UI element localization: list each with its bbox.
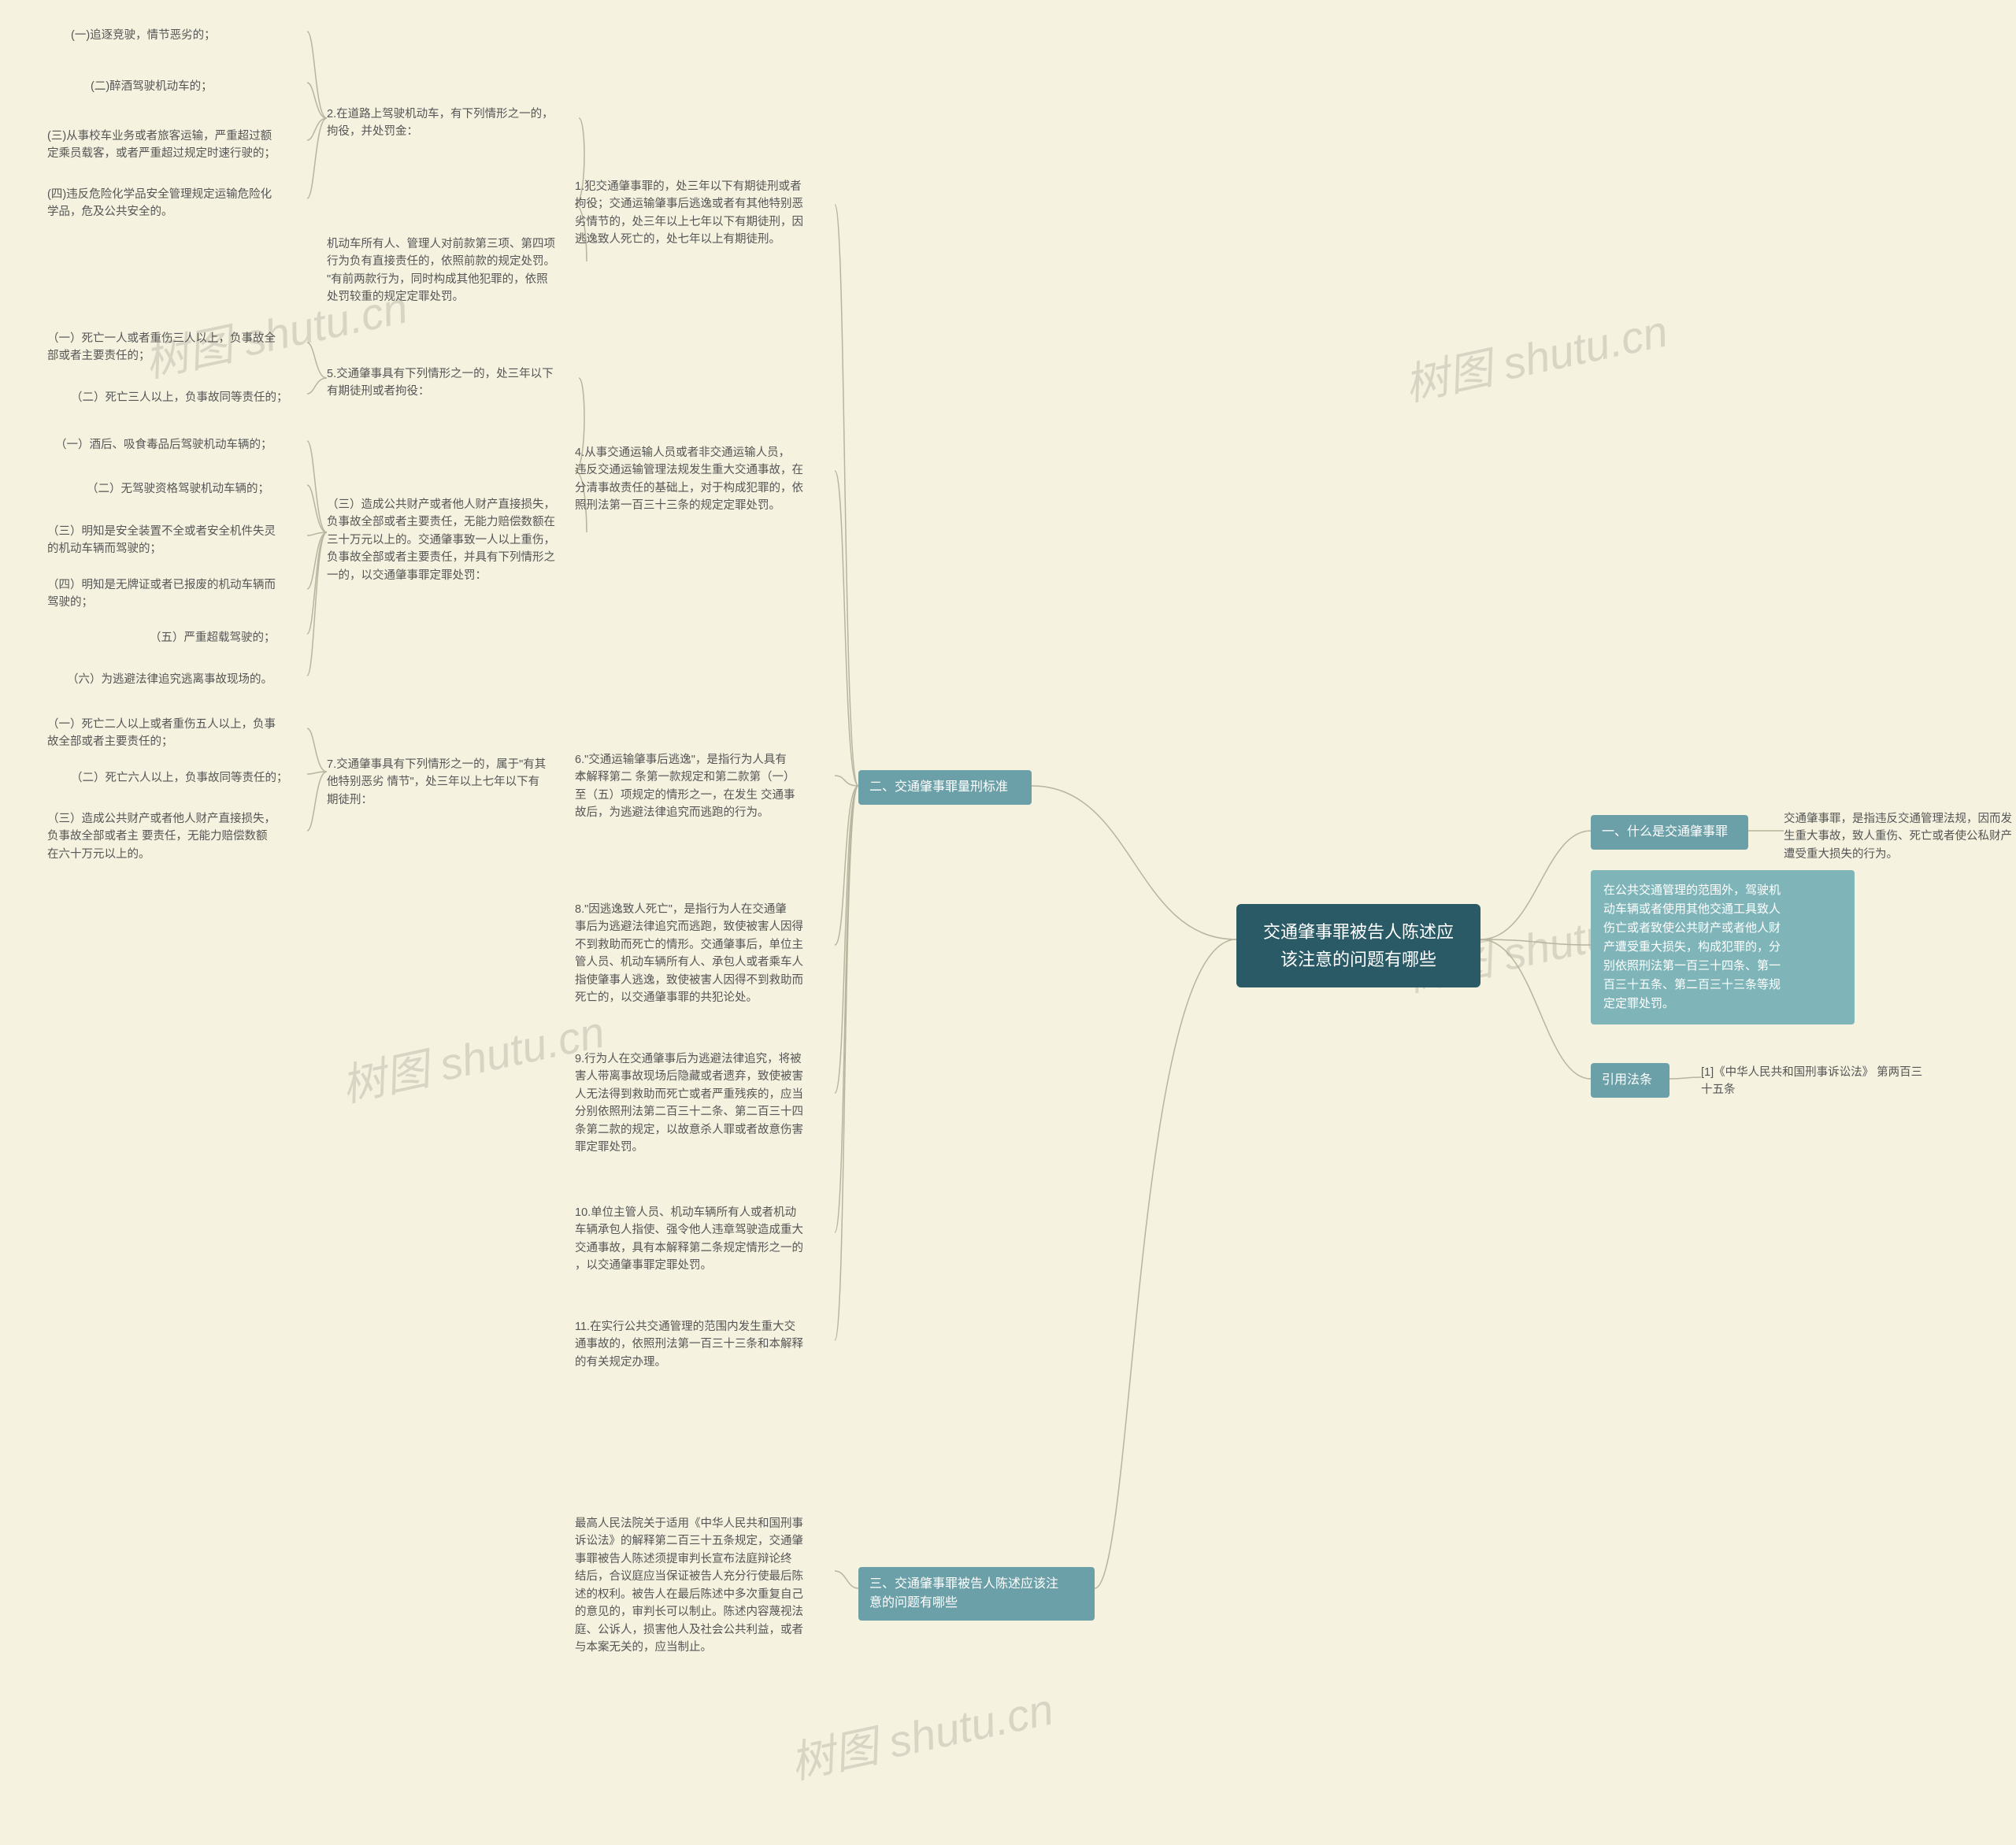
watermark: 树图 shutu.cn [335, 997, 610, 1115]
leaf-n5s2: （二）无驾驶资格驾驶机动车辆的； [87, 477, 291, 501]
leaf-n2d: (四)违反危险化学品安全管理规定运输危险化学品，危及公共安全的。 [47, 183, 307, 224]
leaf-n2a: (一)追逐竞驶，情节恶劣的； [71, 24, 276, 47]
leaf-definition: 交通肇事罪，是指违反交通管理法规，因而发生重大事故，致人重伤、死亡或者使公私财产… [1784, 807, 2016, 866]
leaf-n8: 8."因逃逸致人死亡"，是指行为人在交通肇事后为逃避法律追究而逃跑，致使被害人因… [575, 898, 835, 1010]
leaf-n2c: (三)从事校车业务或者旅客运输，严重超过额定乘员载客，或者严重超过规定时速行驶的… [47, 124, 307, 166]
leaf-n5s6: （六）为逃避法律追究逃离事故现场的。 [67, 668, 303, 691]
leaf-n2: 2.在道路上驾驶机动车，有下列情形之一的，拘役，并处罚金： [327, 102, 579, 144]
leaf-n4: 4.从事交通运输人员或者非交通运输人员，违反交通运输管理法规发生重大交通事故，在… [575, 441, 835, 518]
leaf-n5s5: （五）严重超载驾驶的； [150, 626, 307, 650]
leaf-n9: 9.行为人在交通肇事后为逃避法律追究，将被害人带离事故现场后隐藏或者遗弃，致使被… [575, 1047, 835, 1160]
leaf-n6: 6."交通运输肇事后逃逸"，是指行为人具有本解释第二 条第一款规定和第二款第（一… [575, 748, 835, 825]
branch-citation[interactable]: 引用法条 [1591, 1063, 1670, 1098]
branch-defendant-statement[interactable]: 三、交通肇事罪被告人陈述应该注意的问题有哪些 [858, 1567, 1095, 1621]
leaf-n7a: （一）死亡二人以上或者重伤五人以上，负事故全部或者主要责任的； [47, 713, 307, 754]
leaf-n10: 10.单位主管人员、机动车辆所有人或者机动车辆承包人指使、强令他人违章驾驶造成重… [575, 1201, 835, 1278]
watermark: 树图 shutu.cn [784, 1674, 1058, 1792]
branch-what-is[interactable]: 一、什么是交通肇事罪 [1591, 815, 1748, 850]
branch-sentencing[interactable]: 二、交通肇事罪量刑标准 [858, 770, 1032, 805]
leaf-n5s4: （四）明知是无牌证或者已报废的机动车辆而驾驶的； [47, 573, 307, 615]
leaf-n5s3: （三）明知是安全装置不全或者安全机件失灵的机动车辆而驾驶的； [47, 520, 307, 561]
leaf-n5: 5.交通肇事具有下列情形之一的，处三年以下有期徒刑或者拘役： [327, 362, 579, 404]
leaf-p3: 最高人民法院关于适用《中华人民共和国刑事诉讼法》的解释第二百三十五条规定，交通肇… [575, 1512, 835, 1660]
leaf-n5b: （二）死亡三人以上，负事故同等责任的； [71, 386, 307, 409]
leaf-citation-text: [1]《中华人民共和国刑事诉讼法》 第两百三十五条 [1701, 1061, 1969, 1102]
root-node[interactable]: 交通肇事罪被告人陈述应该注意的问题有哪些 [1236, 904, 1480, 987]
leaf-n5s1: （一）酒后、吸食毒品后驾驶机动车辆的； [55, 433, 299, 457]
leaf-n5a: （一）死亡一人或者重伤三人以上，负事故全部或者主要责任的； [47, 327, 307, 369]
watermark: 树图 shutu.cn [1398, 296, 1673, 414]
leaf-n7c: （三）造成公共财产或者他人财产直接损失，负事故全部或者主 要责任，无能力赔偿数额… [47, 807, 307, 866]
leaf-n2b: (二)醉酒驾驶机动车的； [91, 75, 272, 98]
leaf-n11: 11.在实行公共交通管理的范围内发生重大交通事故的，依照刑法第一百三十三条和本解… [575, 1315, 835, 1374]
leaf-n5s: （三）造成公共财产或者他人财产直接损失，负事故全部或者主要责任，无能力赔偿数额在… [327, 493, 587, 587]
leaf-n1: 1.犯交通肇事罪的，处三年以下有期徒刑或者拘役；交通运输肇事后逃逸或者有其他特别… [575, 175, 835, 252]
info-scope-box: 在公共交通管理的范围外，驾驶机动车辆或者使用其他交通工具致人伤亡或者致使公共财产… [1591, 870, 1855, 1024]
leaf-n7: 7.交通肇事具有下列情形之一的，属于"有其他特别恶劣 情节"，处三年以上七年以下… [327, 753, 579, 812]
leaf-n3: 机动车所有人、管理人对前款第三项、第四项行为负有直接责任的，依照前款的规定处罚。… [327, 232, 587, 309]
leaf-n7b: （二）死亡六人以上，负事故同等责任的； [71, 766, 307, 790]
